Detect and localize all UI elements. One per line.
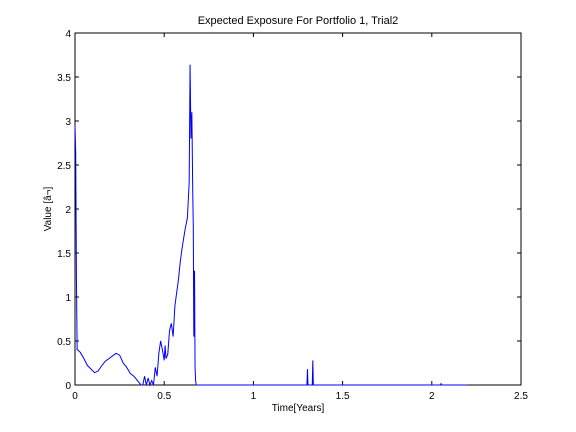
x-tick-label: 0 (72, 391, 78, 402)
y-tick-label: 1.5 (57, 249, 71, 260)
x-tick-label: 1 (251, 391, 257, 402)
y-axis-label: Value [â¬] (43, 186, 54, 231)
y-tick-label: 3 (65, 117, 71, 128)
x-axis-label: Time[Years] (272, 403, 325, 414)
y-tick-label: 2 (65, 205, 71, 216)
y-tick-label: 2.5 (57, 161, 71, 172)
series-line (74, 64, 468, 387)
x-tick-label: 1.5 (336, 391, 350, 402)
x-tick-label: 2 (429, 391, 435, 402)
y-tick-label: 3.5 (57, 73, 71, 84)
plot-area (74, 32, 522, 386)
chart-title: Expected Exposure For Portfolio 1, Trial… (198, 15, 399, 27)
axis-tick-labels: 0 0.5 1 1.5 2 2.5 0 0.5 1 1.5 2 2.5 3 3.5 4 (57, 29, 528, 402)
y-tick-label: 0 (65, 381, 71, 392)
y-tick-label: 4 (65, 29, 71, 40)
y-tick-label: 1 (65, 293, 71, 304)
x-tick-label: 0.5 (157, 391, 171, 402)
y-tick-label: 0.5 (57, 337, 71, 348)
x-tick-label: 2.5 (514, 391, 528, 402)
